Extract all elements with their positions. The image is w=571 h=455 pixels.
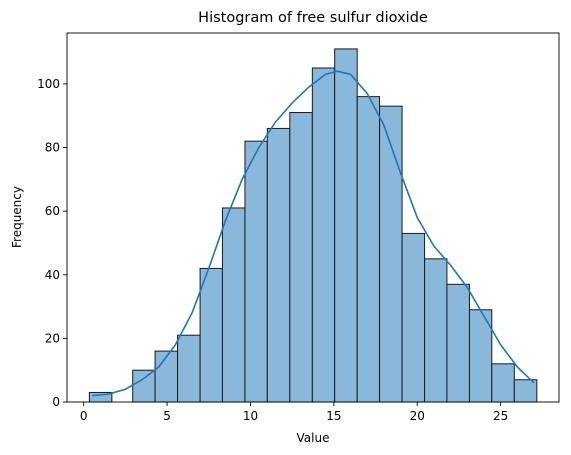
- y-tick-label: 40: [45, 268, 60, 282]
- histogram-bar-8: [266, 127, 291, 403]
- histogram-bar-12: [356, 96, 381, 403]
- y-tick-label: 0: [52, 395, 60, 409]
- histogram-bar-15: [424, 258, 448, 403]
- histogram-bar-4: [177, 334, 201, 403]
- histogram-bar-18: [491, 363, 515, 403]
- plot-area-frame: [66, 32, 560, 403]
- y-tick-label: 100: [37, 77, 60, 91]
- y-tick-label: 20: [45, 331, 60, 345]
- y-axis-ticks: 0 20 40 60 80 100: [37, 77, 67, 409]
- histogram-bar-5: [199, 267, 223, 403]
- histogram-bar-16: [446, 283, 470, 403]
- x-tick-label: 5: [163, 409, 171, 423]
- x-tick-label: 20: [410, 409, 425, 423]
- x-tick-label: 25: [493, 409, 508, 423]
- y-axis-label: Frequency: [10, 186, 24, 248]
- x-tick-label: 10: [243, 409, 258, 423]
- histogram-bar-13: [379, 105, 403, 403]
- histogram-bar-9: [289, 112, 313, 403]
- chart-title: Histogram of free sulfur dioxide: [198, 10, 428, 26]
- x-tick-label: 15: [326, 409, 341, 423]
- histogram-bar-7: [244, 140, 268, 403]
- x-tick-label: 0: [80, 409, 88, 423]
- histogram-bar-10: [311, 67, 336, 403]
- histogram-bar-14: [401, 232, 426, 403]
- x-axis-label: Value: [297, 431, 330, 445]
- histogram-bar-2: [132, 369, 156, 403]
- histogram-bar-11: [334, 48, 358, 403]
- y-tick-label: 60: [45, 204, 60, 218]
- kde-curve: [91, 70, 535, 397]
- y-tick-label: 80: [45, 141, 60, 155]
- histogram-bar-6: [221, 207, 246, 403]
- x-axis-ticks: 0 5 10 15 20 25: [80, 402, 508, 423]
- bars-group: [88, 48, 538, 403]
- histogram-bar-3: [154, 350, 179, 403]
